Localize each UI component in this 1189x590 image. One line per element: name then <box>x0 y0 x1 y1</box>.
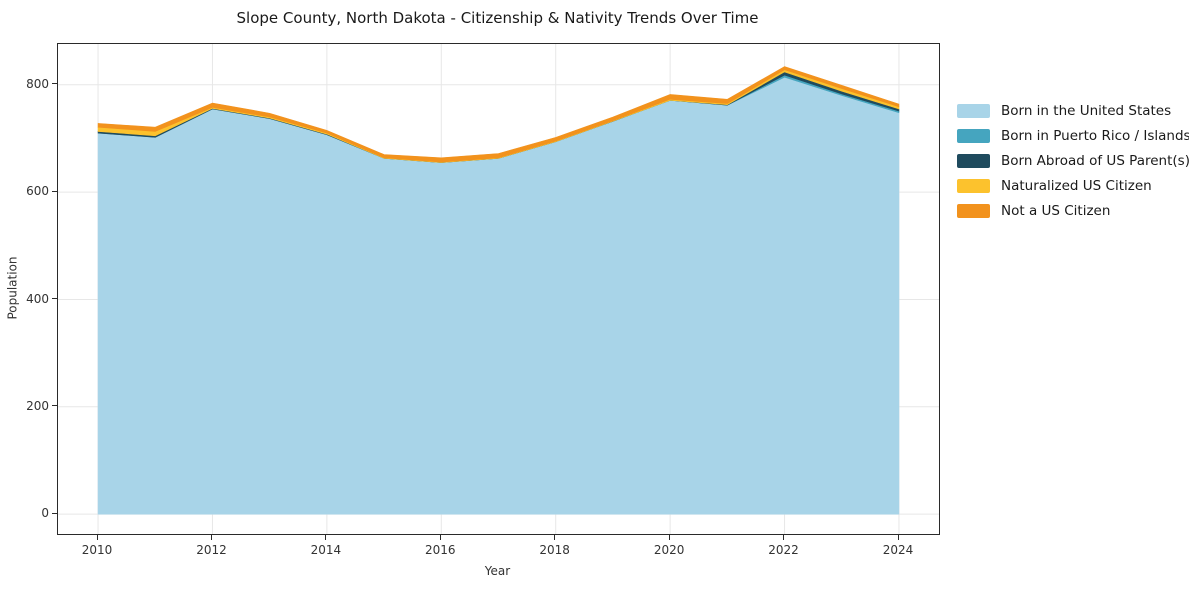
legend: Born in the United States Born in Puerto … <box>957 103 1189 219</box>
legend-swatch <box>957 129 990 143</box>
y-tickmark <box>52 512 57 514</box>
legend-item: Born Abroad of US Parent(s) <box>957 153 1189 169</box>
x-tickmark <box>554 535 556 540</box>
x-axis-label: Year <box>484 564 511 578</box>
area-layer <box>97 66 900 163</box>
plot-area <box>57 43 940 535</box>
legend-item: Born in Puerto Rico / Islands <box>957 128 1189 144</box>
x-tick-label: 2010 <box>81 543 113 557</box>
legend-swatch <box>957 154 990 168</box>
legend-swatch <box>957 179 990 193</box>
x-tickmark <box>783 535 784 540</box>
legend-label: Not a US Citizen <box>1001 203 1111 219</box>
legend-swatch <box>957 204 990 218</box>
x-tickmark <box>897 535 899 540</box>
y-tickmark <box>52 298 57 299</box>
legend-item: Naturalized US Citizen <box>957 178 1189 194</box>
y-tick-label: 400 <box>26 291 49 306</box>
x-tickmark <box>211 535 212 540</box>
x-tick-label: 2022 <box>768 543 799 557</box>
y-tick-label: 600 <box>26 184 49 199</box>
legend-item: Not a US Citizen <box>957 203 1189 219</box>
legend-label: Born in Puerto Rico / Islands <box>1001 128 1189 144</box>
legend-swatch <box>957 104 990 118</box>
x-tick-label: 2018 <box>539 543 570 557</box>
y-tick-label: 0 <box>41 506 49 521</box>
y-tick-label: 800 <box>26 76 49 91</box>
x-tick-label: 2024 <box>882 543 914 557</box>
x-tick-label: 2020 <box>653 543 685 557</box>
y-tickmark <box>52 190 57 192</box>
x-tickmark <box>325 535 327 540</box>
stacked-area-chart <box>58 44 939 534</box>
y-tickmark <box>52 405 57 407</box>
x-tickmark <box>668 535 670 540</box>
y-tick-label: 200 <box>26 398 49 413</box>
x-tick-label: 2012 <box>196 543 227 557</box>
legend-label: Born in the United States <box>1001 103 1172 119</box>
x-tick-label: 2014 <box>310 543 342 557</box>
area-layer <box>97 76 900 515</box>
legend-label: Born Abroad of US Parent(s) <box>1001 153 1189 169</box>
y-axis-label: Population <box>5 256 20 320</box>
x-tickmark <box>96 535 98 540</box>
chart-title: Slope County, North Dakota - Citizenship… <box>236 9 759 27</box>
x-tick-label: 2016 <box>425 543 456 557</box>
x-tickmark <box>439 535 441 540</box>
legend-item: Born in the United States <box>957 103 1189 119</box>
legend-label: Naturalized US Citizen <box>1001 178 1152 194</box>
y-tickmark <box>52 83 57 85</box>
